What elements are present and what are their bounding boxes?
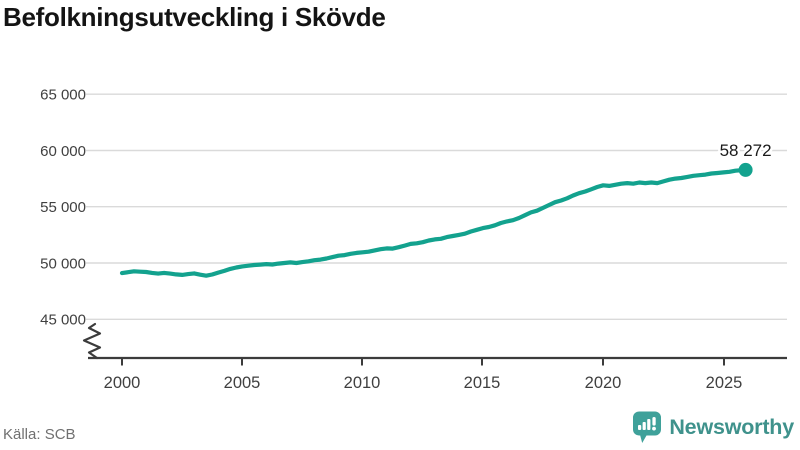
y-axis-label: 60 000 [40,143,86,160]
x-axis-label: 2005 [224,374,261,392]
newsworthy-wordmark: Newsworthy [669,415,794,439]
x-axis-label: 2025 [706,374,743,392]
bubble-shape [633,411,662,443]
x-axis-label: 2015 [464,374,501,392]
y-gridlines [86,93,787,320]
bar-chart-glyph [638,417,657,431]
y-axis-label: 55 000 [40,199,86,216]
x-axis-ticks [121,358,725,366]
series-line [119,167,748,278]
y-axis-label: 65 000 [40,87,86,104]
y-axis-labels: 65 000 60 000 55 000 50 000 45 000 [40,87,86,329]
chart-title: Befolkningsutveckling i Skövde [3,2,386,32]
x-axis-label: 2020 [585,374,622,392]
x-axis-label: 2000 [104,374,141,392]
newsworthy-chart-bubble-icon [633,411,662,443]
y-axis-label: 50 000 [40,255,86,272]
source-label: Källa: SCB [3,426,76,443]
x-axis-label: 2010 [344,374,381,392]
axis-break-icon [82,322,102,360]
x-axis-labels: 2000 2005 2010 2015 2020 2025 [104,374,743,392]
newsworthy-logo[interactable]: Newsworthy [632,411,794,444]
end-point-marker [738,162,753,177]
end-value-label: 58 272 [720,141,772,160]
exclamation-bar [652,417,657,426]
y-axis-label: 45 000 [40,312,86,329]
exclamation-dot [652,426,657,431]
